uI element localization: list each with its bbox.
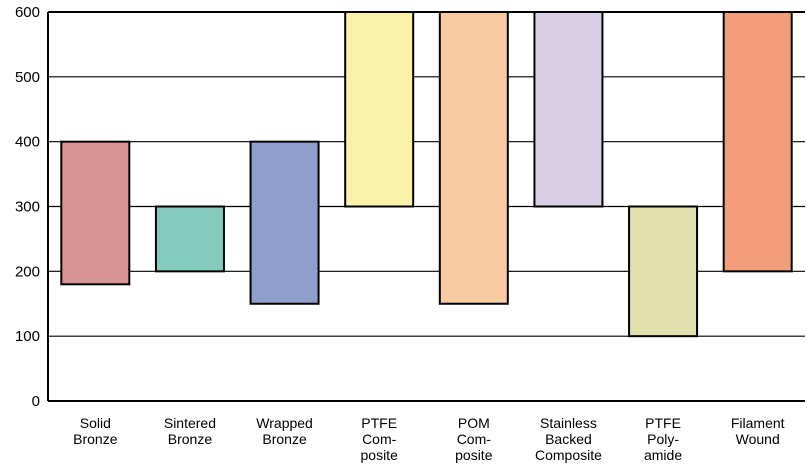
category-label: Solid Bronze (73, 415, 118, 447)
category-label: Filament Wound (731, 415, 785, 447)
category-label: Stainless Backed Composite (535, 415, 602, 463)
category-label: Sintered Bronze (164, 415, 216, 447)
category-label: PTFE Poly-amide (644, 415, 682, 463)
bar (438, 11, 509, 305)
category-labels: Solid Bronze Sintered Bronze Wrapped Bronze PT… (73, 415, 785, 463)
y-tick-label: 100 (15, 328, 40, 345)
y-tick-label: 500 (15, 69, 40, 86)
y-tick-label: 0 (32, 393, 40, 410)
bars (60, 11, 793, 338)
bar (533, 11, 604, 208)
bar (722, 11, 793, 273)
bar (628, 205, 699, 338)
bar (249, 140, 320, 305)
category-label: POM Com-posite (455, 415, 493, 463)
bar (60, 140, 131, 286)
axes (47, 11, 805, 402)
y-tick-label: 600 (15, 4, 40, 21)
category-label: Wrapped Bronze (256, 415, 313, 447)
bar (344, 11, 415, 208)
bar (154, 205, 225, 273)
y-tick-label: 200 (15, 263, 40, 280)
y-tick-labels: 0 100 200 300 400 500 600 (15, 4, 40, 410)
y-tick-label: 400 (15, 134, 40, 151)
category-label: PTFE Com-posite (361, 415, 399, 463)
y-tick-label: 300 (15, 199, 40, 216)
